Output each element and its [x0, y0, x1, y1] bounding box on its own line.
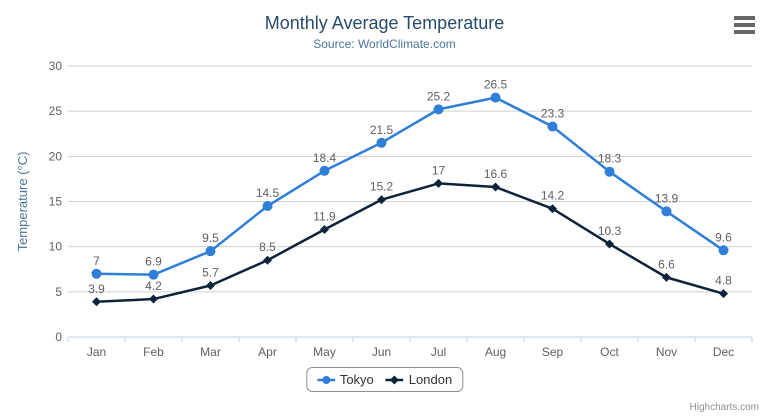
x-axis-label: Jan — [87, 345, 106, 359]
data-label-tokyo: 21.5 — [370, 123, 394, 137]
data-label-tokyo: 18.3 — [598, 152, 622, 166]
london-legend-marker-icon — [385, 375, 404, 384]
data-point-london[interactable] — [491, 182, 500, 192]
x-axis-label: Oct — [600, 345, 619, 359]
data-point-tokyo[interactable] — [433, 104, 444, 115]
legend-item-tokyo[interactable]: Tokyo — [316, 372, 374, 387]
data-label-london: 14.2 — [541, 189, 565, 203]
data-point-tokyo[interactable] — [547, 121, 558, 132]
x-axis-label: Jun — [372, 345, 391, 359]
x-axis-label: Jul — [431, 345, 446, 359]
x-axis-label: Dec — [713, 345, 734, 359]
export-menu-button[interactable] — [734, 16, 756, 34]
x-axis-label: Aug — [485, 345, 506, 359]
legend-label-tokyo: Tokyo — [339, 372, 374, 387]
data-label-london: 16.6 — [484, 167, 508, 181]
data-label-london: 17 — [432, 163, 446, 177]
series-line-london[interactable] — [95, 182, 725, 304]
data-label-london: 4.8 — [715, 274, 732, 288]
data-point-tokyo[interactable] — [718, 245, 729, 256]
data-label-tokyo: 9.6 — [715, 230, 732, 244]
series-line-tokyo[interactable] — [95, 96, 725, 276]
data-point-london[interactable] — [263, 255, 272, 265]
y-axis-label: 15 — [49, 195, 63, 209]
data-point-tokyo[interactable] — [604, 166, 615, 177]
data-label-london: 5.7 — [202, 266, 219, 280]
y-axis-label: 25 — [49, 104, 63, 118]
x-axis-label: Feb — [143, 345, 164, 359]
data-point-tokyo[interactable] — [319, 165, 330, 176]
x-axis-label: Sep — [542, 345, 564, 359]
data-label-tokyo: 26.5 — [484, 78, 508, 92]
data-label-tokyo: 6.9 — [145, 255, 162, 269]
y-axis-label: 10 — [49, 240, 63, 254]
data-point-tokyo[interactable] — [490, 92, 501, 103]
data-point-tokyo[interactable] — [661, 206, 672, 217]
data-point-london[interactable] — [206, 281, 215, 291]
data-label-london: 4.2 — [145, 279, 162, 293]
tokyo-legend-marker-icon — [316, 375, 335, 384]
data-point-london[interactable] — [320, 225, 329, 235]
legend-item-london[interactable]: London — [385, 372, 453, 387]
y-axis-label: 5 — [55, 285, 62, 299]
hamburger-bar — [734, 30, 755, 34]
data-label-london: 6.6 — [658, 257, 675, 271]
data-point-tokyo[interactable] — [205, 246, 216, 257]
data-label-tokyo: 9.5 — [202, 231, 219, 245]
y-axis-label: 20 — [49, 149, 63, 163]
data-point-london[interactable] — [548, 204, 557, 214]
hamburger-bar — [734, 16, 755, 20]
data-label-tokyo: 14.5 — [256, 186, 280, 200]
x-axis-label: Apr — [258, 345, 277, 359]
chart-subtitle: Source: WorldClimate.com — [313, 37, 456, 51]
data-point-london[interactable] — [719, 289, 728, 299]
x-axis-label: Mar — [200, 345, 221, 359]
x-axis-label: May — [313, 345, 336, 359]
data-label-london: 11.9 — [313, 210, 336, 224]
highcharts-credit-link[interactable]: Highcharts.com — [689, 402, 759, 413]
y-axis-label: 0 — [55, 330, 62, 344]
legend-label-london: London — [408, 372, 453, 387]
data-label-tokyo: 25.2 — [427, 89, 451, 103]
data-point-london[interactable] — [377, 195, 386, 205]
y-axis-label: 30 — [49, 59, 63, 73]
data-label-tokyo: 23.3 — [541, 107, 565, 121]
data-label-tokyo: 7 — [93, 254, 100, 268]
data-label-london: 3.9 — [88, 282, 105, 296]
data-label-london: 10.3 — [598, 224, 622, 238]
x-axis-label: Nov — [656, 345, 677, 359]
data-point-tokyo[interactable] — [376, 137, 387, 148]
data-label-london: 8.5 — [259, 240, 276, 254]
chart-legend: Tokyo London — [305, 367, 464, 392]
data-label-london: 15.2 — [370, 180, 394, 194]
data-point-london[interactable] — [149, 294, 158, 304]
data-point-london[interactable] — [605, 239, 614, 249]
y-axis-title: Temperature (°C) — [15, 152, 30, 252]
data-point-london[interactable] — [92, 297, 101, 307]
data-label-tokyo: 13.9 — [655, 191, 679, 205]
data-point-tokyo[interactable] — [262, 201, 273, 212]
chart-title: Monthly Average Temperature — [264, 13, 505, 33]
data-point-tokyo[interactable] — [91, 268, 102, 279]
data-point-tokyo[interactable] — [148, 269, 159, 280]
data-label-tokyo: 18.4 — [313, 151, 337, 165]
data-point-london[interactable] — [662, 272, 671, 282]
hamburger-bar — [734, 23, 755, 27]
data-point-london[interactable] — [434, 178, 443, 188]
